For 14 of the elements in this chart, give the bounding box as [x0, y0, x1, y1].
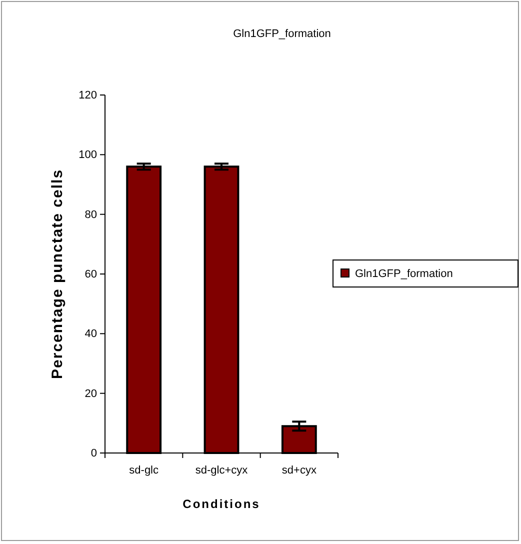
x-tick-label: sd-glc — [129, 464, 160, 477]
y-tick-label: 120 — [78, 90, 97, 102]
y-tick-label: 100 — [78, 149, 97, 162]
y-tick-label: 60 — [84, 268, 97, 281]
y-tick-label: 0 — [90, 448, 97, 460]
chart-title: Gln1GFP_formation — [233, 28, 331, 40]
y-tick-label: 40 — [84, 328, 97, 340]
y-tick-label: 80 — [84, 208, 97, 221]
y-axis-title: Percentage punctate cells — [49, 168, 66, 380]
y-tick-label: 20 — [84, 388, 97, 400]
x-tick-label: sd-glc+cyx — [195, 464, 248, 477]
legend-label: Gln1GFP_formation — [355, 268, 453, 280]
x-tick-label: sd+cyx — [282, 464, 317, 477]
x-axis-title: Conditions — [182, 497, 260, 511]
